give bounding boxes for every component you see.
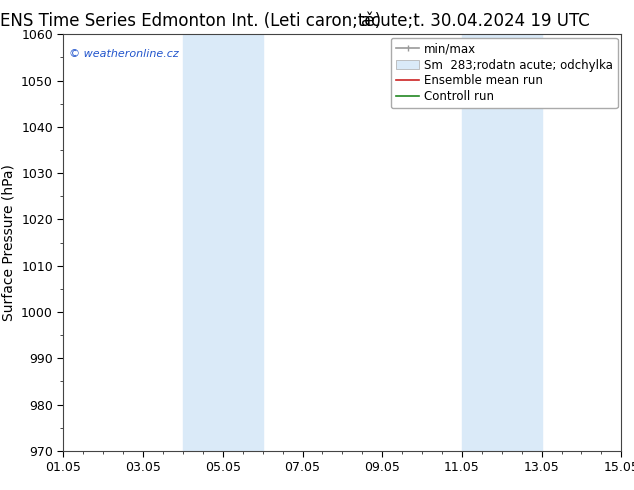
Text: acute;t. 30.04.2024 19 UTC: acute;t. 30.04.2024 19 UTC bbox=[361, 12, 590, 30]
Legend: min/max, Sm  283;rodatn acute; odchylka, Ensemble mean run, Controll run: min/max, Sm 283;rodatn acute; odchylka, … bbox=[391, 38, 618, 108]
Y-axis label: Surface Pressure (hPa): Surface Pressure (hPa) bbox=[1, 164, 16, 321]
Text: ENS Time Series Edmonton Int. (Leti caron;tě): ENS Time Series Edmonton Int. (Leti caro… bbox=[0, 12, 381, 30]
Bar bbox=[183, 34, 262, 451]
Bar bbox=[462, 34, 541, 451]
Text: © weatheronline.cz: © weatheronline.cz bbox=[69, 49, 179, 59]
